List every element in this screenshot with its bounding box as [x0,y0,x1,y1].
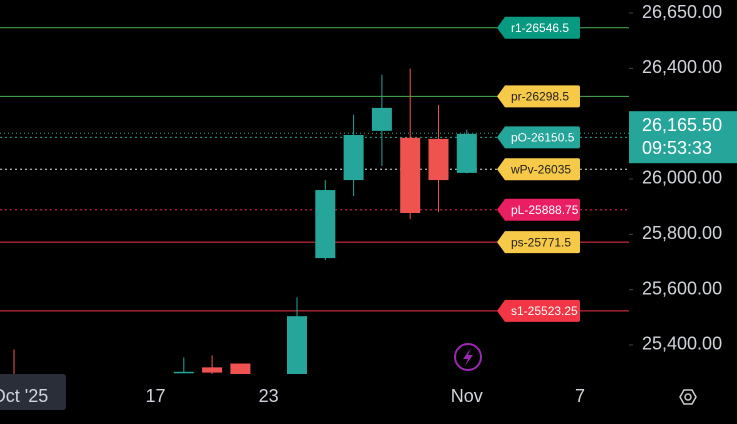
level-tag [497,126,580,149]
level-tag [497,16,580,39]
candle-body [202,367,223,373]
time-axis: Oct '25 17 23 Nov 7 [0,374,585,410]
level-label: s1-25523.25 [511,304,578,318]
level-label: pr-26298.5 [511,90,569,104]
last-price-box [629,111,737,164]
candle-body [173,371,194,374]
settings-dot [684,393,692,401]
level-label: wPv-26035 [510,162,571,176]
level-label: r1-26546.5 [511,21,569,35]
level-tag [497,198,580,221]
candle-body [400,137,421,214]
y-tick-label: 25,600.00 [642,278,722,298]
candle-body [287,316,307,374]
level-label: pL-25888.75 [511,203,579,217]
level-tag [497,158,580,181]
candle-body [315,190,336,259]
y-tick-label: 25,400.00 [642,334,722,354]
x-tick-label: Oct '25 [0,386,48,406]
candle-body [456,133,477,173]
last-price-label: 26,165.50 [642,115,722,135]
y-tick-label: 26,400.00 [642,57,722,77]
x-tick-label: Nov [451,386,483,406]
level-label: ps-25771.5 [511,235,571,249]
settings-icon[interactable] [679,389,697,405]
level-tag [497,85,580,108]
y-tick-label: 25,800.00 [642,223,722,243]
candle-body [428,138,449,181]
settings-hex [679,389,697,405]
y-tick-label: 26,000.00 [642,168,722,188]
y-tick-label: 26,650.00 [642,2,722,22]
candle-body [371,107,392,131]
x-tick-label: 17 [145,386,165,406]
x-tick-label: 23 [259,386,279,406]
alert-icon[interactable] [454,343,482,371]
candles [13,68,477,374]
level-tags: r1-26546.5 pr-26298.5 pO-26150.5 wPv-26035 p… [0,16,737,322]
level-tag [497,231,580,254]
alert-bolt [463,348,473,366]
last-price-timer: 09:53:33 [642,138,712,158]
date-highlight [0,374,66,410]
level-label: pO-26150.5 [511,131,575,145]
level-tag [497,299,580,322]
x-tick-label: 7 [575,386,585,406]
candle-body [343,134,364,181]
candle-body [230,363,251,374]
